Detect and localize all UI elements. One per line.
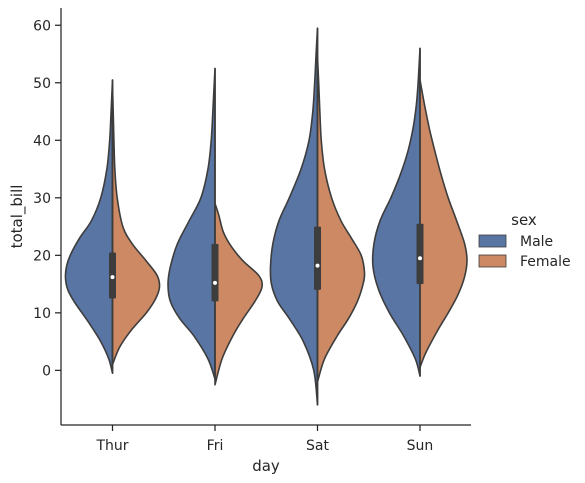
violins-layer <box>64 27 468 406</box>
y-ticks: 0 10 20 30 40 50 60 <box>33 18 61 379</box>
y-tick-label: 0 <box>42 363 51 379</box>
violin-female-thur <box>111 84 161 366</box>
violin-female-sun <box>419 79 468 369</box>
x-tick-label: Thur <box>95 438 128 454</box>
y-tick-label: 30 <box>33 191 51 207</box>
legend-swatch-male <box>478 234 507 248</box>
y-tick-label: 60 <box>33 18 51 34</box>
y-axis-label: total_bill <box>8 185 27 249</box>
y-tick-label: 20 <box>33 248 51 264</box>
iqr-box-sat <box>314 226 321 290</box>
y-tick-label: 10 <box>33 306 51 322</box>
y-tick-label: 40 <box>33 133 51 149</box>
violin-male-thur <box>64 79 114 375</box>
legend-label-female: Female <box>520 254 571 270</box>
legend-swatch-female <box>478 254 507 268</box>
axes <box>60 8 471 426</box>
violin-male-sat <box>269 27 319 406</box>
x-ticks: Thur Fri Sat Sun <box>95 425 433 454</box>
y-tick-label: 50 <box>33 76 51 92</box>
x-axis-label: day <box>252 457 280 475</box>
legend-items: Male Female <box>478 234 571 270</box>
iqr-box-sun <box>416 223 424 285</box>
legend-label-male: Male <box>520 234 553 250</box>
violin-male-sun <box>371 47 421 377</box>
violin-male-fri <box>167 67 216 380</box>
median-dot-sun <box>418 256 422 261</box>
x-tick-label: Sat <box>306 438 329 454</box>
iqr-box-fri <box>211 243 219 302</box>
legend-title: sex <box>511 211 537 229</box>
median-dot-thur <box>110 275 115 280</box>
violin-female-fri <box>214 202 263 386</box>
violin-female-sat <box>316 56 366 383</box>
x-tick-label: Sun <box>407 438 434 454</box>
x-tick-label: Fri <box>207 438 224 454</box>
median-dot-sat <box>315 263 320 268</box>
median-dot-fri <box>213 280 217 285</box>
legend: sex Male Female <box>478 211 571 270</box>
